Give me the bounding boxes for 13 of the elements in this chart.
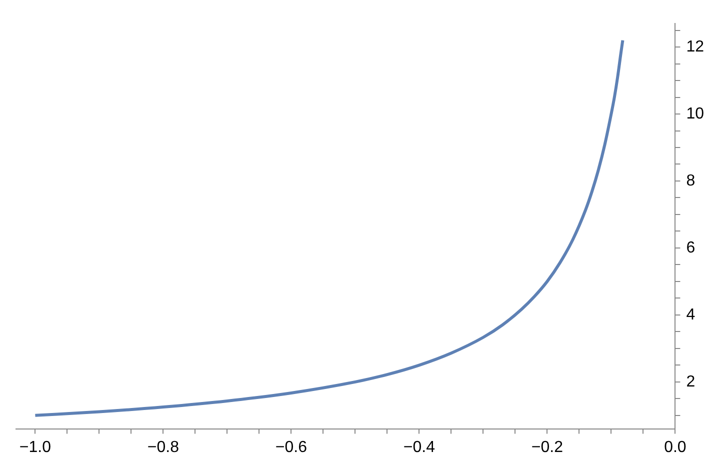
y-tick-label: 6 bbox=[686, 239, 696, 256]
x-tick-label: −0.6 bbox=[275, 438, 308, 456]
x-tick-label: −0.4 bbox=[403, 438, 436, 456]
x-tick-label: −1.0 bbox=[19, 438, 52, 456]
y-tick-label: 12 bbox=[686, 38, 704, 56]
x-tick-label: −0.2 bbox=[531, 438, 564, 456]
y-tick-label: 4 bbox=[686, 306, 696, 324]
x-tick-label: 0.0 bbox=[664, 438, 686, 456]
x-tick-label: −0.8 bbox=[147, 438, 180, 456]
y-tick-label: 2 bbox=[686, 373, 696, 390]
y-tick-label: 8 bbox=[686, 172, 696, 190]
line-series bbox=[34, 38, 624, 417]
y-tick-label: 10 bbox=[686, 105, 704, 122]
